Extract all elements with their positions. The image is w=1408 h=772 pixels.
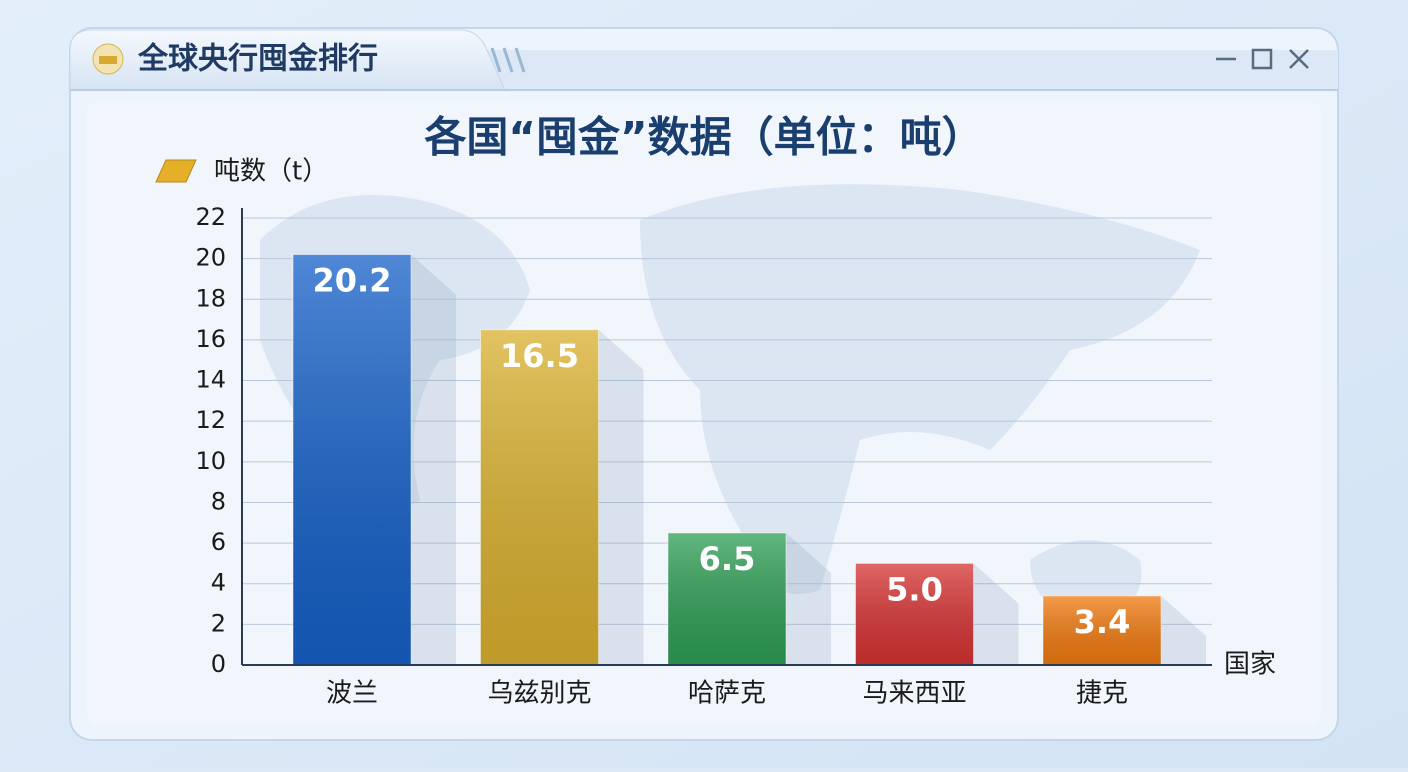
y-tick-label: 2 — [211, 609, 226, 637]
y-tick-label: 6 — [211, 528, 226, 556]
x-tick-label: 波兰 — [326, 679, 378, 709]
bar-shadow — [598, 329, 644, 665]
bar-shadow — [786, 532, 831, 665]
title-tab — [69, 29, 506, 91]
bar-shine — [293, 254, 411, 665]
gold-icon — [155, 159, 197, 183]
bar-shine — [480, 329, 599, 665]
value-label: 5.0 — [886, 570, 943, 608]
tab-deco — [490, 47, 526, 73]
y-axis-label: 吨数（t） — [214, 157, 328, 187]
y-tick-label: 0 — [211, 650, 226, 678]
y-tick-label: 20 — [195, 244, 226, 272]
value-label: 16.5 — [500, 337, 579, 375]
y-tick-label: 18 — [195, 284, 226, 312]
close-button[interactable] — [1289, 49, 1309, 69]
world-map — [260, 184, 1200, 620]
x-tick-label: 捷克 — [1076, 679, 1128, 709]
value-label: 20.2 — [313, 262, 392, 300]
bar-shadow — [973, 563, 1019, 665]
maximize-button[interactable] — [1251, 48, 1273, 70]
window-title: 全球央行囤金排行 — [137, 42, 378, 77]
chart-title: 各国“囤金”数据（单位：吨） — [424, 113, 983, 162]
bar-shadow — [1161, 595, 1206, 665]
plot: 0 2 4 6 8 10 12 14 16 18 20 22 波兰 20.2 乌兹别克 16.5 哈萨克 6.5 马… — [195, 203, 1212, 709]
value-label: 6.5 — [699, 540, 756, 578]
bar-shadow — [411, 254, 456, 665]
x-tick-label: 哈萨克 — [688, 679, 766, 709]
bar-shine — [855, 563, 974, 665]
app-icon-bar — [99, 56, 117, 64]
bar-shine — [668, 532, 786, 665]
x-tick-label: 乌兹别克 — [487, 679, 591, 709]
x-tick-label: 马来西亚 — [862, 679, 966, 709]
value-label: 3.4 — [1074, 603, 1131, 641]
x-axis-label: 国家 — [1224, 650, 1276, 680]
y-tick-label: 8 — [211, 487, 226, 515]
y-tick-label: 22 — [195, 203, 226, 231]
bar-shine — [1043, 595, 1161, 665]
y-tick-label: 10 — [195, 447, 226, 475]
y-tick-label: 14 — [195, 366, 226, 394]
y-tick-label: 12 — [195, 406, 226, 434]
y-tick-label: 16 — [195, 325, 226, 353]
y-tick-label: 4 — [211, 569, 226, 597]
